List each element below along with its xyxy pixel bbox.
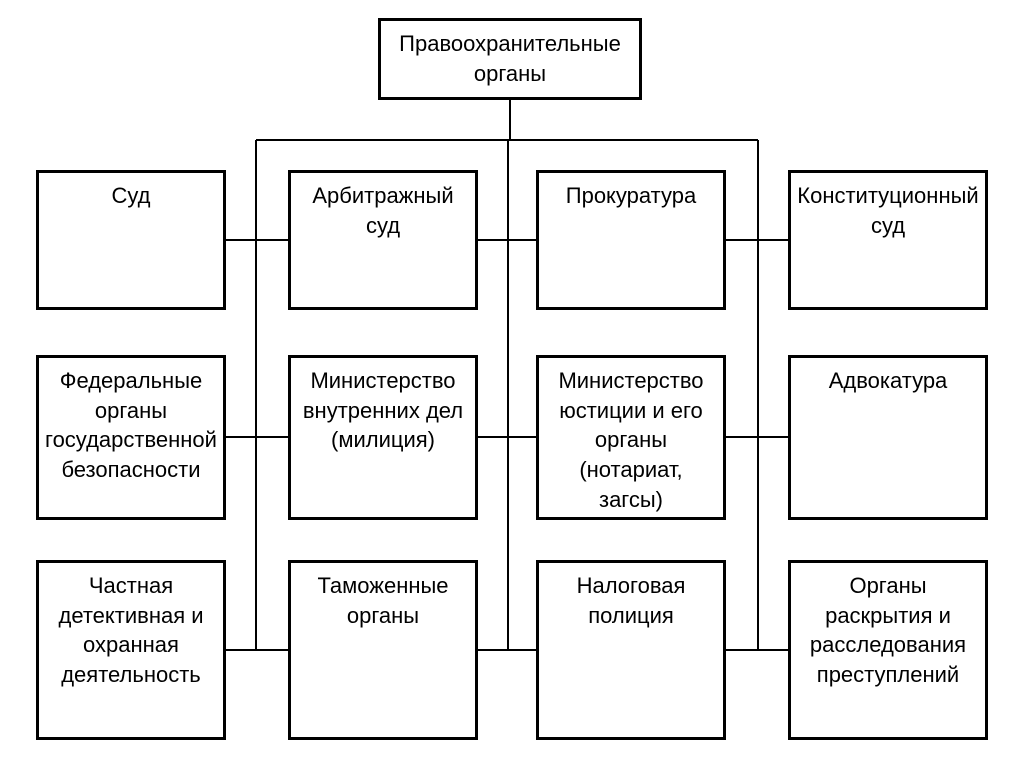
node-r3c3-label: Налоговая полиция — [545, 571, 717, 630]
node-r3c4: Органы раскрытия и расследования преступ… — [788, 560, 988, 740]
node-r3c2-label: Таможенные органы — [297, 571, 469, 630]
node-r1c4-label: Конституционный суд — [797, 181, 979, 240]
node-r1c1: Суд — [36, 170, 226, 310]
node-root: Правоохранительные органы — [378, 18, 642, 100]
node-r3c1-label: Частная детективная и охранная деятельно… — [45, 571, 217, 690]
node-r1c4: Конституционный суд — [788, 170, 988, 310]
node-r1c3-label: Прокуратура — [566, 181, 696, 211]
node-r1c2-label: Арбитражный суд — [297, 181, 469, 240]
node-r3c1: Частная детективная и охранная деятельно… — [36, 560, 226, 740]
node-r2c3-label: Министерство юстиции и его органы (нотар… — [545, 366, 717, 514]
node-root-label: Правоохранительные органы — [387, 29, 633, 88]
node-r1c2: Арбитражный суд — [288, 170, 478, 310]
node-r1c1-label: Суд — [112, 181, 151, 211]
node-r2c3: Министерство юстиции и его органы (нотар… — [536, 355, 726, 520]
node-r2c2-label: Министерство внутренних дел (милиция) — [297, 366, 469, 455]
node-r2c1: Федеральные органы государственной безоп… — [36, 355, 226, 520]
node-r1c3: Прокуратура — [536, 170, 726, 310]
node-r2c4: Адвокатура — [788, 355, 988, 520]
node-r3c2: Таможенные органы — [288, 560, 478, 740]
node-r3c4-label: Органы раскрытия и расследования преступ… — [797, 571, 979, 690]
node-r3c3: Налоговая полиция — [536, 560, 726, 740]
node-r2c1-label: Федеральные органы государственной безоп… — [45, 366, 217, 485]
node-r2c2: Министерство внутренних дел (милиция) — [288, 355, 478, 520]
node-r2c4-label: Адвокатура — [829, 366, 948, 396]
